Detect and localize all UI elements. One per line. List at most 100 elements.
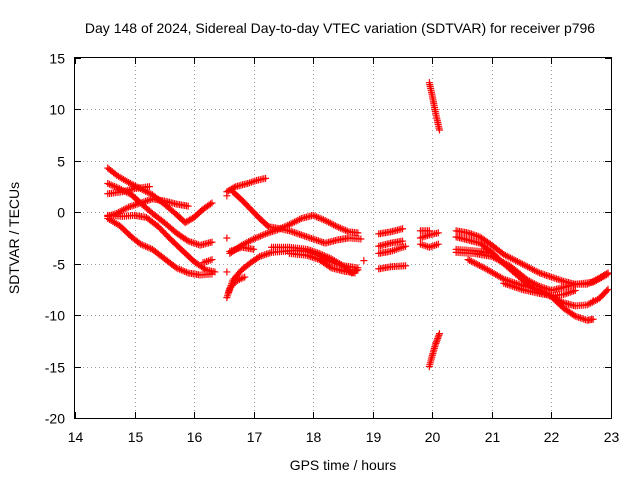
data-point — [206, 200, 214, 208]
x-tick-label: 18 — [306, 429, 322, 445]
data-point — [114, 184, 122, 192]
data-point — [112, 183, 120, 191]
y-tick-label: 5 — [57, 154, 65, 170]
data-point — [493, 255, 501, 263]
data-point — [399, 225, 407, 233]
data-point — [224, 187, 232, 195]
data-point — [142, 242, 150, 250]
x-tick-label: 14 — [68, 429, 84, 445]
data-point — [354, 266, 362, 274]
x-tick-label: 21 — [485, 429, 501, 445]
data-point — [604, 285, 612, 293]
data-point — [467, 257, 475, 265]
data-point — [143, 243, 151, 251]
data-point — [335, 223, 343, 231]
data-point — [322, 252, 330, 260]
y-tick-label: -10 — [45, 308, 65, 324]
data-point — [256, 232, 264, 240]
data-point — [314, 214, 322, 222]
data-point — [137, 240, 145, 248]
data-point — [488, 249, 496, 257]
data-point — [471, 259, 479, 267]
x-ticks: 14 15 16 17 18 19 20 21 22 23 — [68, 58, 620, 445]
y-tick-label: 10 — [49, 102, 65, 118]
data-point — [434, 229, 442, 237]
data-point — [258, 231, 266, 239]
data-point — [571, 286, 579, 294]
data-point — [250, 235, 258, 243]
data-point — [187, 215, 195, 223]
data-point — [250, 245, 258, 253]
data-point — [475, 261, 483, 269]
series-track-s — [375, 262, 410, 273]
series-track-ac — [452, 245, 496, 257]
data-point — [319, 216, 327, 224]
series-track-q — [375, 237, 407, 250]
data-point — [254, 254, 262, 262]
data-point — [184, 217, 192, 225]
series-track-w — [425, 79, 443, 134]
data-point — [354, 229, 362, 237]
data-point — [494, 256, 502, 264]
data-point — [477, 262, 485, 270]
data-point — [251, 234, 259, 242]
series-track-a — [104, 164, 216, 227]
x-tick-label: 15 — [128, 429, 144, 445]
data-point — [318, 215, 326, 223]
data-point — [402, 262, 410, 270]
series-track-m — [229, 188, 365, 247]
data-point — [435, 330, 443, 338]
data-point — [145, 183, 153, 191]
data-point — [223, 192, 231, 200]
y-ticks: -20 -15 -10 -5 0 5 10 15 — [45, 51, 611, 427]
data-point — [602, 271, 610, 279]
data-point — [336, 224, 344, 232]
data-point — [255, 233, 263, 241]
series-track-e — [104, 211, 219, 276]
data-point — [296, 215, 304, 223]
y-axis-label: SDTVAR / TECUs — [6, 182, 22, 294]
data-point — [223, 234, 231, 242]
x-tick-label: 19 — [366, 429, 382, 445]
data-point — [107, 181, 115, 189]
data-point — [469, 258, 477, 266]
data-point — [104, 179, 112, 187]
series-track-u — [416, 240, 442, 251]
data-point — [316, 214, 324, 222]
series-track-l — [226, 243, 258, 255]
series-track-r — [375, 242, 410, 257]
data-point — [472, 260, 480, 268]
data-point — [499, 258, 507, 266]
data-point — [140, 242, 148, 250]
isolated-points — [223, 192, 597, 305]
data-point — [340, 226, 348, 234]
data-point — [176, 265, 184, 273]
data-point — [435, 126, 443, 134]
data-point — [333, 223, 341, 231]
data-point — [313, 213, 321, 221]
x-tick-label: 23 — [604, 429, 620, 445]
data-point — [260, 231, 268, 239]
data-point — [496, 257, 504, 265]
data-point — [208, 238, 216, 246]
data-point — [402, 242, 410, 250]
data-point — [248, 236, 256, 244]
x-tick-label: 20 — [425, 429, 441, 445]
data-point — [317, 250, 325, 258]
data-point — [490, 253, 498, 261]
series-track-v — [416, 227, 433, 235]
y-tick-label: 0 — [57, 205, 65, 221]
data-point — [425, 227, 433, 235]
data-point — [474, 261, 482, 269]
data-point — [534, 268, 542, 276]
y-tick-label: -20 — [45, 411, 65, 427]
data-point — [498, 258, 506, 266]
data-point — [311, 212, 319, 220]
data-point — [319, 251, 327, 259]
data-point — [183, 236, 191, 244]
data-point — [208, 270, 216, 278]
data-point — [466, 256, 474, 264]
y-tick-label: -5 — [53, 257, 66, 273]
data-point — [179, 267, 187, 275]
data-point — [570, 311, 578, 319]
